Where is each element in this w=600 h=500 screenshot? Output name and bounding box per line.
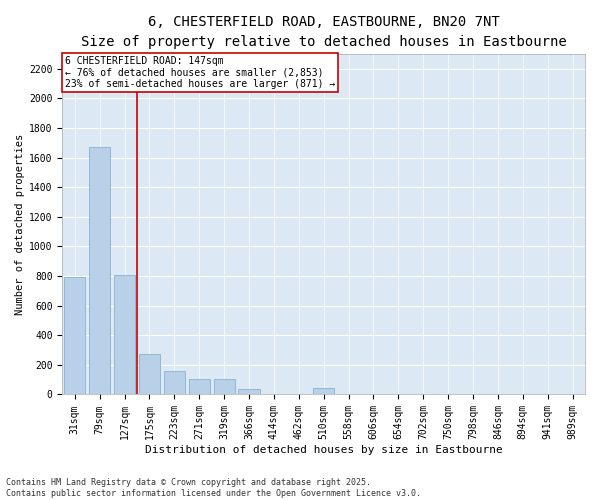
Bar	[238, 388, 260, 394]
Bar	[139, 354, 160, 395]
Title: 6, CHESTERFIELD ROAD, EASTBOURNE, BN20 7NT
Size of property relative to detached: 6, CHESTERFIELD ROAD, EASTBOURNE, BN20 7…	[81, 15, 566, 48]
Bar	[64, 278, 85, 394]
Bar	[89, 147, 110, 394]
X-axis label: Distribution of detached houses by size in Eastbourne: Distribution of detached houses by size …	[145, 445, 503, 455]
Bar	[164, 371, 185, 394]
Bar	[188, 379, 210, 394]
Text: 6 CHESTERFIELD ROAD: 147sqm
← 76% of detached houses are smaller (2,853)
23% of : 6 CHESTERFIELD ROAD: 147sqm ← 76% of det…	[65, 56, 335, 88]
Bar	[313, 388, 334, 394]
Text: Contains HM Land Registry data © Crown copyright and database right 2025.
Contai: Contains HM Land Registry data © Crown c…	[6, 478, 421, 498]
Bar	[114, 274, 135, 394]
Y-axis label: Number of detached properties: Number of detached properties	[15, 134, 25, 315]
Bar	[214, 379, 235, 394]
